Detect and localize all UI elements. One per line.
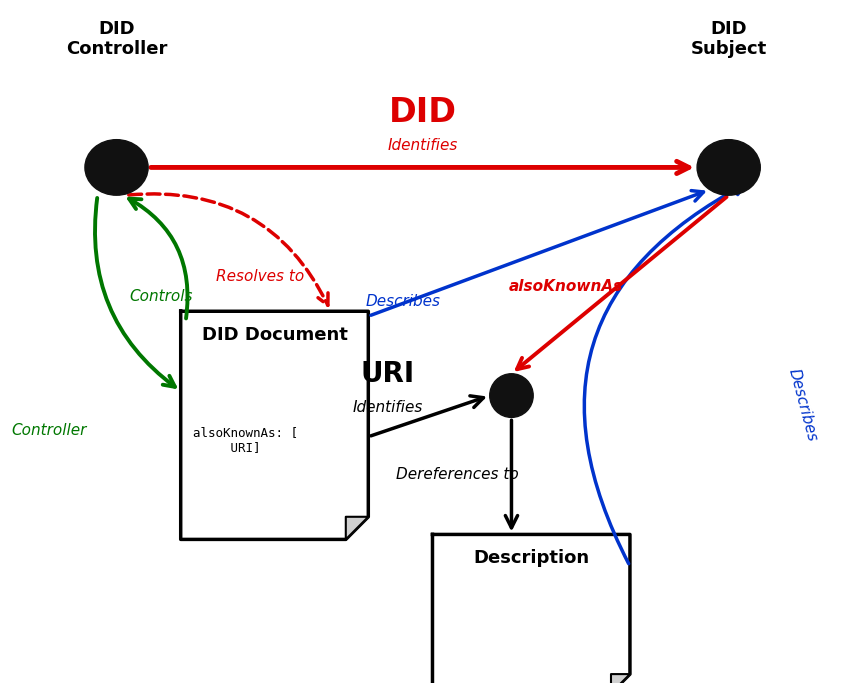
Polygon shape [432,534,630,686]
Text: alsoKnownAs: [
     URI]: alsoKnownAs: [ URI] [193,426,298,454]
Ellipse shape [490,374,533,417]
FancyArrowPatch shape [151,161,689,174]
Text: URI: URI [361,359,415,388]
Text: Identifies: Identifies [387,138,458,153]
Text: DID: DID [388,96,457,130]
Text: Resolves to: Resolves to [216,269,304,284]
Polygon shape [181,311,368,539]
FancyArrowPatch shape [517,197,727,369]
FancyArrowPatch shape [129,199,188,318]
Text: alsoKnownAs: alsoKnownAs [508,279,623,294]
Ellipse shape [85,140,148,196]
Polygon shape [611,674,630,686]
Text: Identifies: Identifies [353,400,423,415]
FancyArrowPatch shape [95,198,175,387]
Text: Controller: Controller [12,423,87,438]
FancyArrowPatch shape [505,420,518,528]
Text: Dereferences to: Dereferences to [396,467,519,482]
Text: Controls: Controls [129,289,193,304]
Text: DID
Subject: DID Subject [690,19,766,58]
FancyArrowPatch shape [371,191,704,316]
FancyArrowPatch shape [129,194,328,305]
Polygon shape [346,517,368,539]
FancyArrowPatch shape [585,185,745,564]
FancyArrowPatch shape [371,396,483,436]
Text: Describes: Describes [365,294,441,309]
Ellipse shape [697,140,761,196]
Text: Describes: Describes [786,367,820,444]
Text: DID Document: DID Document [201,326,348,344]
Text: Description: Description [473,549,590,567]
Text: DID
Controller: DID Controller [66,19,168,58]
